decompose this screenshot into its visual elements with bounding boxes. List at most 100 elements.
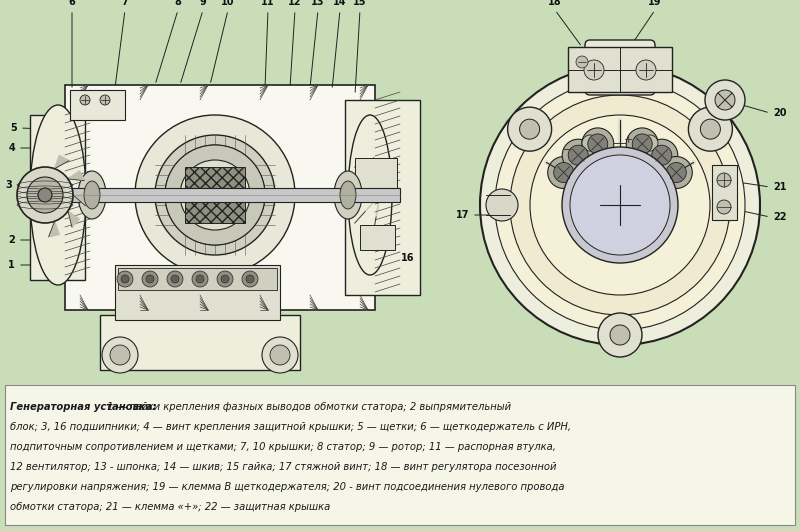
Polygon shape [68,211,79,227]
Text: +: + [623,135,633,145]
Circle shape [636,60,656,80]
FancyBboxPatch shape [585,40,655,95]
Text: Генераторная установка:: Генераторная установка: [10,402,156,412]
Circle shape [486,189,518,221]
Circle shape [705,80,745,120]
Ellipse shape [155,135,275,255]
Circle shape [562,147,678,263]
Ellipse shape [78,171,106,219]
Circle shape [576,56,588,68]
Bar [115,265,280,320]
Ellipse shape [84,181,100,209]
Bar [185,167,245,223]
Circle shape [262,337,298,373]
Circle shape [582,128,614,160]
Text: 6: 6 [69,0,75,7]
Wedge shape [165,145,265,245]
Circle shape [221,275,229,283]
Circle shape [568,145,588,165]
Circle shape [646,139,678,171]
Text: 13: 13 [311,0,325,7]
Circle shape [246,275,254,283]
Text: 4: 4 [8,143,15,153]
Text: 10: 10 [222,0,234,7]
Text: 5: 5 [10,123,17,133]
Text: блок; 3, 16 подшипники; 4 — винт крепления защитной крышки; 5 — щетки; 6 — щетко: блок; 3, 16 подшипники; 4 — винт креплен… [10,422,571,432]
Text: подпиточным сопротивлением и щетками; 7, 10 крышки; 8 статор; 9 — ротор; 11 — ра: подпиточным сопротивлением и щетками; 7,… [10,442,556,452]
Circle shape [102,337,138,373]
Polygon shape [54,156,69,169]
Circle shape [642,135,658,151]
Bar [355,158,397,188]
Circle shape [110,345,130,365]
Circle shape [715,90,735,110]
Circle shape [510,95,730,315]
Circle shape [548,157,580,189]
Circle shape [626,128,658,160]
Text: 22: 22 [773,212,786,222]
Text: 2: 2 [8,235,15,245]
Circle shape [142,271,158,287]
Circle shape [495,80,745,330]
Bar [100,315,300,370]
Circle shape [598,313,642,357]
Ellipse shape [30,105,86,285]
Polygon shape [49,221,59,237]
Circle shape [554,162,574,183]
Polygon shape [68,171,85,181]
Circle shape [171,275,179,283]
Circle shape [121,275,129,283]
Text: 16: 16 [401,253,414,263]
Circle shape [652,145,672,165]
Polygon shape [354,195,380,223]
Ellipse shape [165,145,265,245]
Text: 3: 3 [6,180,12,190]
Text: 15: 15 [354,0,366,7]
Bar [360,225,395,250]
Circle shape [217,271,233,287]
Text: 14: 14 [334,0,346,7]
Ellipse shape [17,167,73,223]
Ellipse shape [135,115,295,275]
Circle shape [660,157,692,189]
Circle shape [508,107,552,151]
Text: 8: 8 [174,0,182,7]
Circle shape [242,271,258,287]
Text: 11: 11 [262,0,274,7]
Circle shape [167,271,183,287]
Circle shape [146,275,154,283]
Bar [118,268,277,290]
Circle shape [270,345,290,365]
Circle shape [100,95,110,105]
Circle shape [117,271,133,287]
Polygon shape [354,167,380,195]
Bar [712,165,737,220]
Text: 17: 17 [455,210,469,220]
Circle shape [700,119,720,139]
Circle shape [610,325,630,345]
Circle shape [562,139,594,171]
Circle shape [717,200,731,214]
Circle shape [530,115,710,295]
Text: регулировки напряжения; 19 — клемма В щеткодержателя; 20 - винт подсоединения ну: регулировки напряжения; 19 — клемма В ще… [10,482,565,492]
Bar [30,115,85,280]
Polygon shape [343,195,380,205]
Circle shape [688,107,732,151]
Text: 1 — гайки крепления фазных выводов обмотки статора; 2 выпрямительный: 1 — гайки крепления фазных выводов обмот… [104,402,511,412]
Circle shape [520,119,540,139]
Circle shape [192,271,208,287]
Circle shape [632,134,652,154]
Text: −: − [563,145,573,155]
Ellipse shape [334,171,362,219]
Circle shape [80,95,90,105]
Ellipse shape [348,115,392,275]
Text: 7: 7 [122,0,128,7]
Circle shape [570,155,670,255]
Circle shape [588,134,608,154]
Bar [65,85,375,310]
Text: 12 вентилятор; 13 - шпонка; 14 — шкив; 15 гайка; 17 стяжной винт; 18 — винт регу: 12 вентилятор; 13 - шпонка; 14 — шкив; 1… [10,462,557,472]
Text: 19: 19 [648,0,662,7]
Text: 21: 21 [773,182,786,192]
Polygon shape [343,185,380,195]
Ellipse shape [38,188,52,202]
